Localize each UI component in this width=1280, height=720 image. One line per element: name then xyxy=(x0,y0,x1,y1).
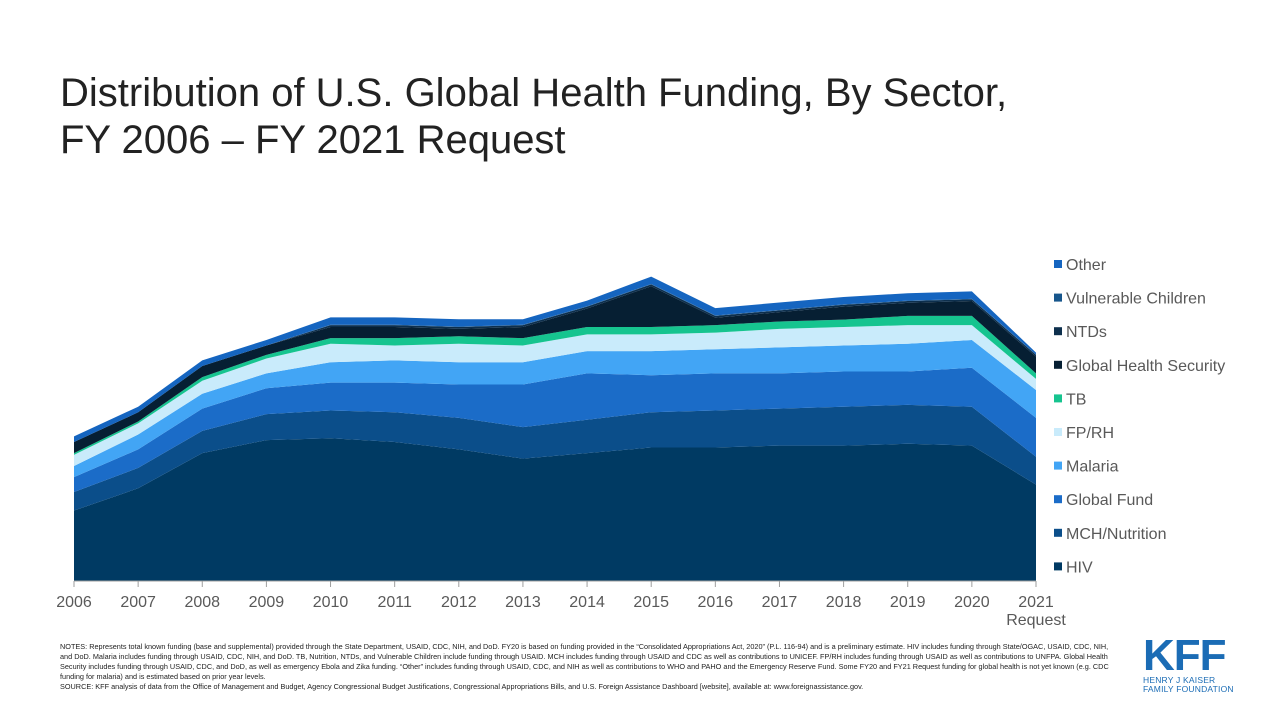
area-global-fund xyxy=(74,367,1036,493)
chart-title-line-2: FY 2006 – FY 2021 Request xyxy=(60,118,566,162)
kff-logo-line-1: HENRY J KAISER xyxy=(1143,675,1216,685)
kff-logo: KFF HENRY J KAISER FAMILY FOUNDATION xyxy=(1143,631,1235,694)
area-series-group xyxy=(74,276,1036,581)
area-vulnerable-children xyxy=(74,284,1036,442)
x-tick-label: 2007 xyxy=(120,594,156,611)
notes-text: NOTES: Represents total known funding (b… xyxy=(60,642,1109,681)
x-tick-label: 2017 xyxy=(762,594,798,611)
legend-swatch-mch-nutrition xyxy=(1054,528,1062,537)
legend-label-hiv: HIV xyxy=(1066,559,1093,576)
footer-notes: NOTES: Represents total known funding (b… xyxy=(60,642,1120,692)
legend-swatch-other xyxy=(1054,260,1062,268)
x-tick-label: 2012 xyxy=(441,594,477,611)
legend-label-global-fund: Global Fund xyxy=(1066,492,1153,509)
legend-swatch-malaria xyxy=(1054,461,1062,470)
x-tick-sublabel: Request xyxy=(1006,612,1066,629)
x-tick-label: 2009 xyxy=(249,594,285,611)
x-tick-label: 2013 xyxy=(505,594,541,611)
area-fp-rh xyxy=(74,325,1036,467)
legend-swatch-vulnerable-children xyxy=(1054,293,1062,302)
x-tick-label: 2008 xyxy=(184,594,220,611)
x-tick-label: 2010 xyxy=(313,594,349,611)
area-mch-nutrition xyxy=(74,404,1036,511)
x-tick-label: 2019 xyxy=(890,594,926,611)
area-hiv xyxy=(74,438,1036,581)
legend-swatch-global-health-security xyxy=(1054,360,1062,369)
legend-label-malaria: Malaria xyxy=(1066,459,1119,476)
stacked-area-chart: 2006 2007 2008 2009 2010 2011 2012 2013 2014 2015… xyxy=(56,257,1225,629)
area-other xyxy=(74,276,1036,442)
x-tick-label: 2020 xyxy=(954,594,990,611)
kff-logo-mark: KFF xyxy=(1143,631,1227,680)
legend-swatch-hiv xyxy=(1054,562,1062,571)
x-tick-label: 2021 xyxy=(1018,594,1054,611)
legend-label-tb: TB xyxy=(1066,391,1086,408)
x-tick-label: 2006 xyxy=(56,594,92,611)
x-tick-label: 2011 xyxy=(377,594,412,611)
x-tick-label: 2015 xyxy=(633,594,669,611)
x-tick-label: 2014 xyxy=(569,594,605,611)
x-axis-ticks: 2006 2007 2008 2009 2010 2011 2012 2013 2014 2015… xyxy=(56,581,1066,629)
legend-swatch-fp-rh xyxy=(1054,428,1062,436)
legend-label-global-health-security: Global Health Security xyxy=(1066,358,1225,375)
area-malaria xyxy=(74,339,1036,478)
chart-title: Distribution of U.S. Global Health Fundi… xyxy=(60,70,1160,164)
kff-logo-line-2: FAMILY FOUNDATION xyxy=(1143,684,1234,694)
legend-label-vulnerable-children: Vulnerable Children xyxy=(1066,291,1206,308)
chart-title-line-1: Distribution of U.S. Global Health Fundi… xyxy=(60,71,1008,115)
legend-label-mch-nutrition: MCH/Nutrition xyxy=(1066,526,1166,543)
legend-label-other: Other xyxy=(1066,257,1107,274)
legend-swatch-ntds xyxy=(1054,327,1062,336)
legend-swatch-tb xyxy=(1054,394,1062,403)
legend-label-ntds: NTDs xyxy=(1066,324,1107,341)
source-text: SOURCE: KFF analysis of data from the Of… xyxy=(60,682,864,691)
area-global-health-security xyxy=(74,286,1036,454)
chart-legend: Other Vulnerable Children NTDs Global Healt… xyxy=(1054,257,1225,576)
x-tick-label: 2018 xyxy=(826,594,862,611)
legend-swatch-global-fund xyxy=(1054,495,1062,504)
legend-label-fp-rh: FP/RH xyxy=(1066,425,1114,442)
x-tick-label: 2016 xyxy=(698,594,734,611)
